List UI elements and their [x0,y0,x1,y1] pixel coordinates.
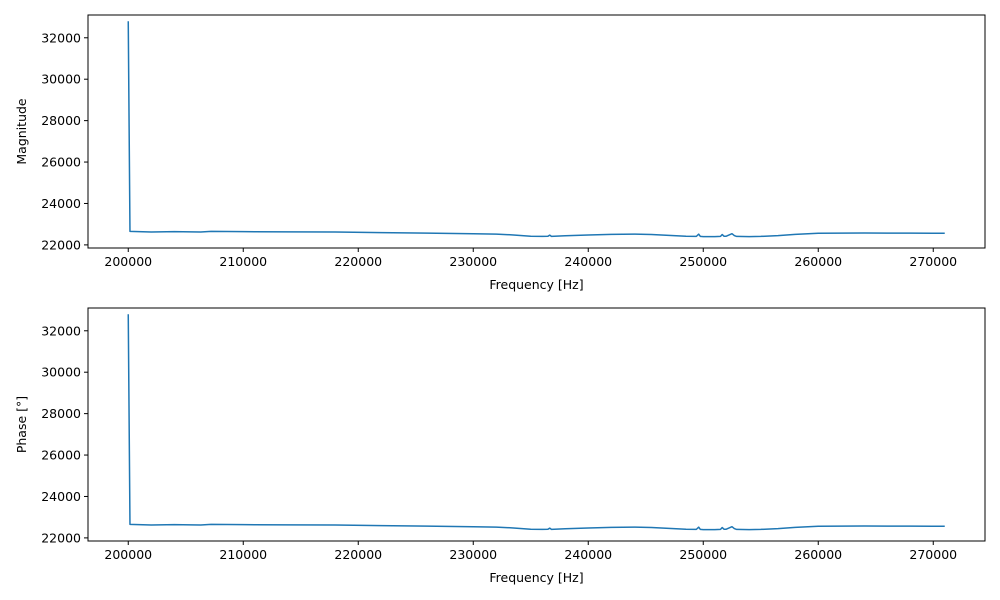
phase-x-tick-label: 220000 [334,547,382,562]
magnitude-x-tick-label: 270000 [909,254,957,269]
phase-x-tick-label: 260000 [794,547,842,562]
phase-x-tick-label: 200000 [104,547,152,562]
magnitude-y-tick-label: 28000 [41,113,81,128]
magnitude-y-tick-label: 26000 [41,155,81,170]
magnitude-x-axis-label: Frequency [Hz] [489,277,583,292]
phase-y-tick-label: 26000 [41,448,81,463]
phase-series-line [127,314,945,531]
magnitude-x-tick-label: 230000 [449,254,497,269]
magnitude-x-tick-label: 260000 [794,254,842,269]
magnitude-y-ticks: 22000 24000 26000 28000 30000 32000 [41,30,88,252]
phase-y-tick-label: 32000 [41,323,81,338]
phase-x-tick-label: 240000 [564,547,612,562]
magnitude-x-tick-label: 220000 [334,254,382,269]
phase-y-axis-label: Phase [°] [14,396,29,453]
phase-x-tick-label: 230000 [449,547,497,562]
phase-x-tick-label: 270000 [909,547,957,562]
magnitude-y-tick-label: 30000 [41,72,81,87]
magnitude-y-tick-label: 24000 [41,196,81,211]
phase-y-ticks: 22000 24000 26000 28000 30000 32000 [41,323,88,545]
phase-y-tick-label: 28000 [41,406,81,421]
phase-y-tick-label: 22000 [41,530,81,545]
magnitude-x-tick-label: 210000 [219,254,267,269]
magnitude-series-line [127,21,945,238]
phase-plot-line [127,314,945,531]
magnitude-x-tick-label: 250000 [679,254,727,269]
magnitude-x-ticks: 200000 210000 220000 230000 240000 250000 2600… [104,248,957,269]
magnitude-y-axis-label: Magnitude [14,98,29,165]
phase-axes-frame [87,307,986,542]
magnitude-subplot: 200000 210000 220000 230000 240000 250000 2600… [14,14,986,292]
phase-x-axis-label: Frequency [Hz] [489,570,583,585]
magnitude-axes-frame [87,14,986,249]
magnitude-x-tick-label: 240000 [564,254,612,269]
magnitude-plot-line [127,21,945,238]
phase-x-ticks: 200000 210000 220000 230000 240000 250000 2600… [104,541,957,562]
phase-x-tick-label: 210000 [219,547,267,562]
magnitude-x-tick-label: 200000 [104,254,152,269]
magnitude-y-tick-label: 32000 [41,30,81,45]
phase-x-tick-label: 250000 [679,547,727,562]
phase-y-tick-label: 30000 [41,365,81,380]
phase-y-tick-label: 24000 [41,489,81,504]
phase-subplot: 200000 210000 220000 230000 240000 250000 2600… [14,307,986,585]
magnitude-y-tick-label: 22000 [41,237,81,252]
